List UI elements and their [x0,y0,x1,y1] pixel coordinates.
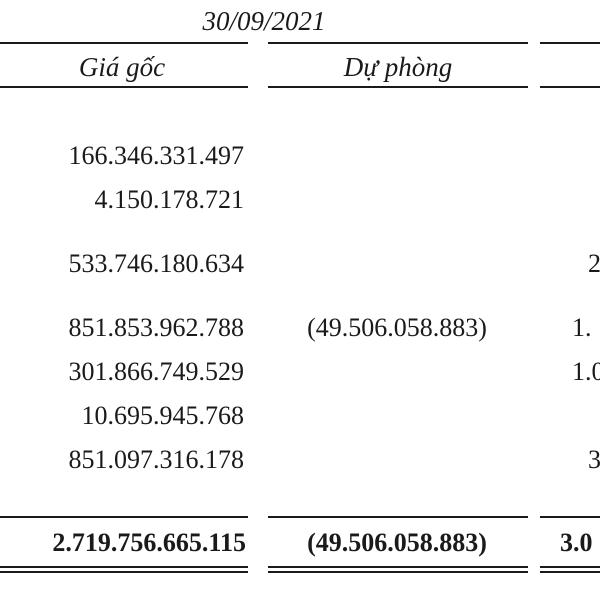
subheader-rule-next [540,86,600,88]
total-rule-cost [0,516,248,518]
table-row-provision: (49.506.058.883) [307,313,487,342]
period-header: 30/09/2021 [202,6,326,36]
total-rule-next [540,516,600,518]
total-next: 3.0 [560,528,593,557]
header-rule-cost [0,42,248,44]
column-header-provision: Dự phòng [343,52,453,82]
table-row-cost: 4.150.178.721 [94,185,245,214]
table-row-cost: 301.866.749.529 [68,357,245,386]
table-row-next: 1. [572,313,592,342]
table-row-next: 1.0 [572,357,600,386]
total-double-rule-provision-b [268,571,528,573]
total-double-rule-cost-b [0,571,248,573]
column-header-cost: Giá gốc [78,52,166,82]
total-provision: (49.506.058.883) [307,528,487,557]
total-rule-provision [268,516,528,518]
table-row-cost: 533.746.180.634 [68,249,245,278]
subheader-rule-cost [0,86,248,88]
total-double-rule-cost-a [0,566,248,568]
header-rule-provision [268,42,528,44]
table-row-cost: 10.695.945.768 [81,401,245,430]
subheader-rule-provision [268,86,528,88]
header-rule-next [540,42,600,44]
table-row-cost: 851.097.316.178 [68,445,245,474]
total-double-rule-provision-a [268,566,528,568]
table-row-cost: 851.853.962.788 [68,313,245,342]
table-row-next: 3 [588,445,600,474]
total-double-rule-next-b [540,571,600,573]
table-row-next: 2 [588,249,600,278]
table-row-cost: 166.346.331.497 [68,141,245,170]
total-double-rule-next-a [540,566,600,568]
total-cost: 2.719.756.665.115 [52,528,246,557]
